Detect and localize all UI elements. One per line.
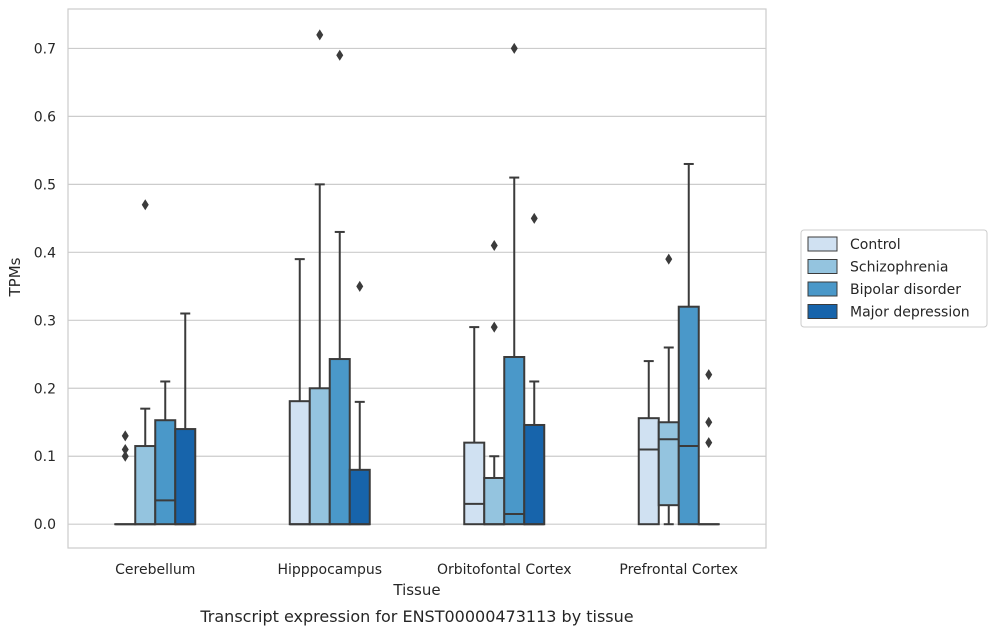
y-tick-label: 0.2 — [34, 381, 56, 397]
box — [134, 445, 157, 526]
y-tick-label: 0.7 — [34, 41, 56, 57]
box — [308, 387, 331, 526]
outlier-point — [356, 280, 364, 292]
outlier-point — [121, 450, 129, 462]
box — [463, 441, 486, 526]
box-group — [114, 430, 137, 526]
outlier-point — [316, 29, 324, 41]
box-series — [114, 29, 720, 526]
outlier-point — [121, 430, 129, 442]
outlier-point — [336, 49, 344, 61]
box-group — [308, 29, 331, 526]
outlier-point — [705, 369, 713, 381]
legend-label: Major depression — [850, 305, 970, 321]
x-tick-label: Hipppocampus — [277, 562, 382, 578]
box-group — [677, 162, 700, 526]
legend-swatch — [807, 259, 838, 274]
y-tick-label: 0.0 — [34, 517, 56, 533]
outlier-point — [705, 437, 713, 449]
y-tick-label: 0.1 — [34, 449, 56, 465]
y-axis-label: TPMs — [6, 257, 24, 297]
box — [348, 468, 371, 526]
x-tick-label: Cerebellum — [115, 562, 195, 578]
outlier-point — [530, 212, 538, 224]
box — [657, 421, 680, 507]
outlier-point — [705, 416, 713, 428]
legend: Control Schizophrenia Bipolar disorder Majo… — [800, 229, 988, 328]
box-group — [328, 49, 351, 526]
legend-swatch — [807, 281, 838, 297]
outlier-point — [141, 199, 149, 211]
y-tick-label: 0.5 — [34, 177, 56, 193]
series-major-depression — [174, 212, 720, 526]
chart-caption: Transcript expression for ENST0000047311… — [199, 607, 633, 626]
x-axis-ticks: Cerebellum Hipppocampus Orbitofontal Corte… — [115, 562, 738, 578]
legend-swatch — [807, 236, 838, 252]
y-axis-ticks: 0.0 0.1 0.2 0.3 0.4 0.5 0.6 0.7 — [34, 41, 56, 533]
series-bipolar-disorder — [154, 42, 700, 526]
box — [288, 400, 311, 526]
legend-frame — [800, 229, 988, 328]
legend-label: Schizophrenia — [850, 260, 948, 276]
x-tick-label: Orbitofontal Cortex — [437, 562, 572, 578]
box — [483, 476, 506, 526]
box-group — [523, 212, 546, 526]
legend-swatch — [807, 304, 838, 319]
box — [174, 428, 197, 526]
box — [154, 419, 177, 526]
box — [677, 305, 700, 526]
box — [637, 417, 660, 526]
outlier-point — [665, 253, 673, 265]
box — [328, 358, 351, 526]
outlier-point — [490, 321, 498, 333]
box-group — [348, 280, 371, 526]
y-tick-label: 0.4 — [34, 245, 56, 261]
legend-label: Bipolar disorder — [850, 282, 961, 298]
legend-label: Control — [850, 237, 901, 253]
plot-frame — [67, 8, 767, 549]
box — [523, 423, 546, 526]
box-group — [174, 312, 197, 526]
x-tick-label: Prefrontal Cortex — [619, 562, 738, 578]
box — [503, 356, 526, 526]
outlier-point — [510, 42, 518, 54]
box-group — [657, 253, 680, 526]
outlier-point — [490, 240, 498, 252]
outlier-point — [121, 443, 129, 455]
x-axis-label: Tissue — [392, 581, 440, 599]
box-group — [697, 369, 720, 526]
box-group — [154, 380, 177, 526]
y-tick-label: 0.6 — [34, 109, 56, 125]
y-tick-label: 0.3 — [34, 313, 56, 329]
